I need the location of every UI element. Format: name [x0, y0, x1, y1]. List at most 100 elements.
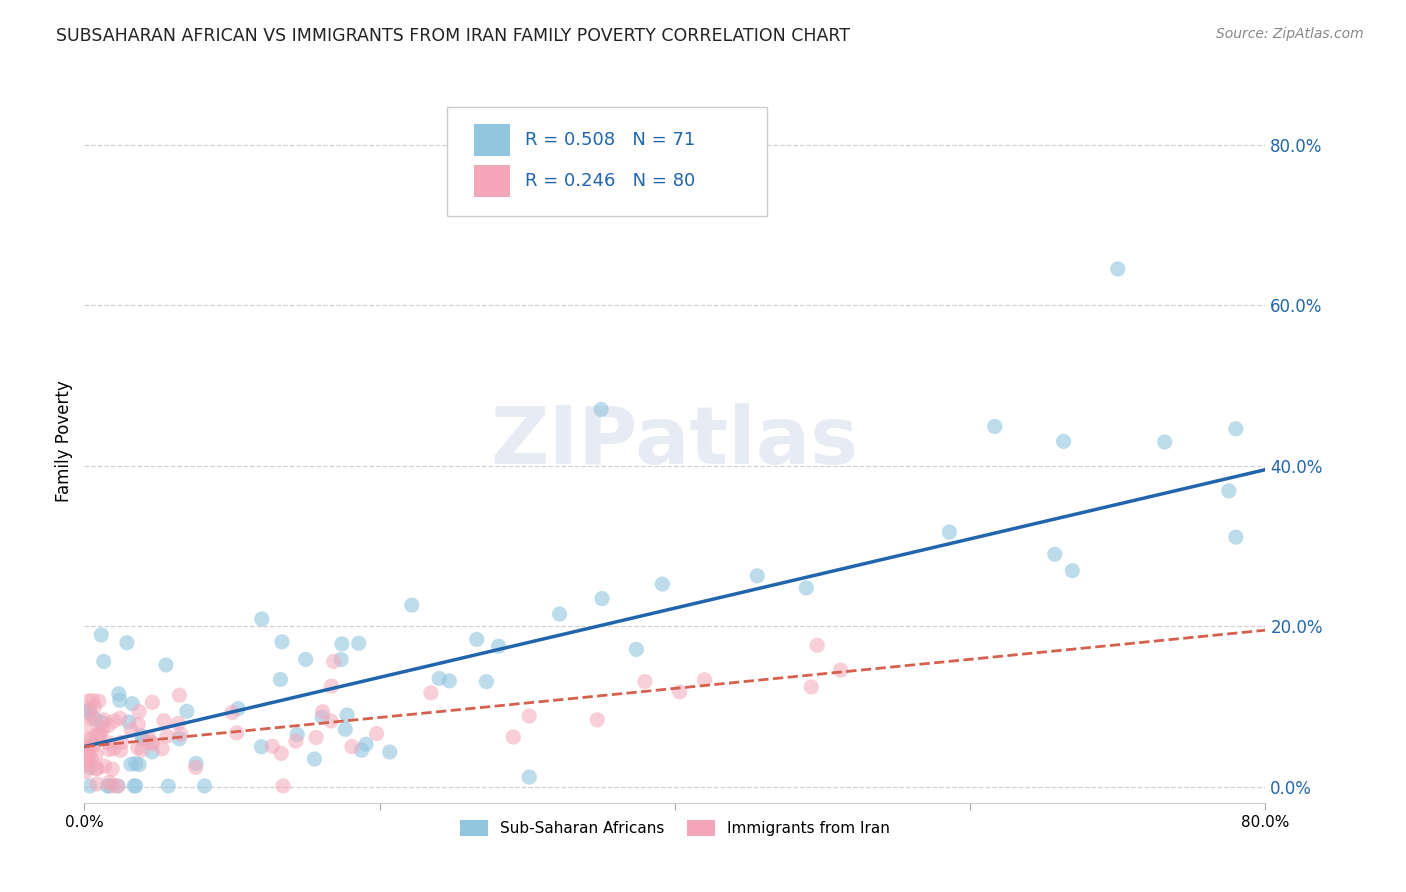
- Point: [84, 747, 107, 762]
- Point: [127, 717, 149, 731]
- Point: [269, 673, 291, 687]
- Point: [270, 747, 292, 761]
- Point: [86, 761, 108, 775]
- Text: R = 0.508   N = 71: R = 0.508 N = 71: [524, 131, 695, 149]
- Point: [153, 714, 176, 728]
- Point: [128, 705, 150, 719]
- Point: [794, 581, 817, 595]
- Point: [591, 591, 613, 606]
- Point: [401, 598, 423, 612]
- Point: [110, 735, 132, 749]
- Point: [262, 739, 284, 754]
- Point: [1043, 547, 1066, 561]
- Point: [90, 628, 112, 642]
- Point: [120, 723, 142, 738]
- Point: [1225, 422, 1247, 436]
- Point: [97, 718, 120, 732]
- Point: [79, 732, 101, 747]
- Point: [82, 712, 104, 726]
- Point: [170, 727, 193, 741]
- Point: [87, 694, 110, 708]
- Point: [806, 638, 828, 652]
- Point: [517, 709, 540, 723]
- Point: [101, 762, 124, 776]
- Point: [76, 753, 98, 767]
- Point: [75, 705, 97, 719]
- Point: [330, 637, 353, 651]
- Point: [82, 693, 104, 707]
- Point: [285, 727, 308, 741]
- Point: [1052, 434, 1074, 449]
- Point: [120, 757, 142, 772]
- Point: [250, 612, 273, 626]
- Point: [311, 705, 333, 719]
- Point: [830, 663, 852, 677]
- Point: [77, 748, 100, 763]
- Point: [250, 739, 273, 754]
- Point: [167, 716, 190, 731]
- Point: [1062, 564, 1084, 578]
- Point: [938, 524, 960, 539]
- Point: [118, 714, 141, 729]
- Point: [142, 737, 165, 751]
- Point: [97, 736, 120, 750]
- Point: [138, 731, 160, 745]
- Bar: [474, 124, 509, 156]
- Point: [93, 759, 115, 773]
- Point: [350, 743, 373, 757]
- Point: [82, 738, 104, 752]
- Point: [439, 673, 461, 688]
- Point: [475, 674, 498, 689]
- Point: [330, 652, 353, 666]
- Point: [271, 779, 294, 793]
- Point: [101, 779, 124, 793]
- Point: [83, 699, 105, 714]
- Point: [548, 607, 571, 621]
- Point: [634, 674, 657, 689]
- Point: [131, 729, 153, 743]
- Text: SUBSAHARAN AFRICAN VS IMMIGRANTS FROM IRAN FAMILY POVERTY CORRELATION CHART: SUBSAHARAN AFRICAN VS IMMIGRANTS FROM IR…: [56, 27, 851, 45]
- Point: [354, 737, 377, 751]
- Point: [193, 779, 215, 793]
- Point: [800, 680, 823, 694]
- Point: [1107, 261, 1129, 276]
- Point: [366, 726, 388, 740]
- Point: [91, 715, 114, 730]
- Point: [169, 688, 191, 702]
- Point: [157, 779, 180, 793]
- Point: [591, 402, 613, 417]
- Point: [340, 739, 363, 754]
- Point: [75, 764, 97, 779]
- Point: [98, 775, 121, 789]
- Point: [82, 739, 104, 753]
- Point: [176, 704, 198, 718]
- Point: [89, 728, 111, 742]
- Point: [115, 636, 138, 650]
- Point: [93, 655, 115, 669]
- Point: [125, 779, 148, 793]
- Point: [128, 757, 150, 772]
- Point: [517, 770, 540, 784]
- Point: [141, 695, 163, 709]
- Point: [155, 658, 177, 673]
- Point: [91, 722, 114, 736]
- Point: [75, 741, 97, 756]
- Text: ZIPatlas: ZIPatlas: [491, 402, 859, 481]
- Legend: Sub-Saharan Africans, Immigrants from Iran: Sub-Saharan Africans, Immigrants from Ir…: [454, 814, 896, 842]
- Point: [319, 714, 342, 728]
- Point: [1225, 530, 1247, 544]
- Bar: [474, 165, 509, 197]
- Point: [75, 731, 97, 746]
- Point: [108, 693, 131, 707]
- Point: [79, 703, 101, 717]
- Point: [93, 713, 115, 727]
- Point: [1153, 434, 1175, 449]
- Point: [132, 732, 155, 747]
- Point: [121, 697, 143, 711]
- Point: [75, 747, 97, 762]
- Point: [110, 743, 132, 757]
- Point: [156, 729, 179, 743]
- Point: [271, 635, 294, 649]
- Point: [79, 706, 101, 721]
- Point: [76, 742, 98, 756]
